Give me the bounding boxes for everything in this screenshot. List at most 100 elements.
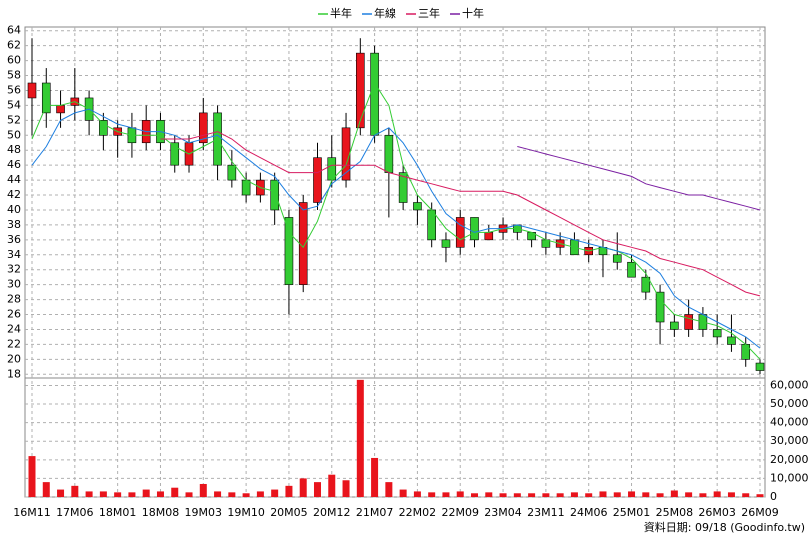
volume-bar: [570, 492, 578, 497]
volume-bar: [528, 493, 536, 497]
x-tick-label: 26M09: [741, 506, 779, 519]
ma-line: [517, 146, 761, 211]
volume-bar: [399, 489, 407, 497]
candle-body: [455, 217, 465, 248]
x-tick-label: 18M08: [142, 506, 180, 519]
y2-tick-label: 60,000: [770, 378, 808, 391]
volume-bar: [142, 489, 150, 497]
y-tick-label: 44: [7, 173, 21, 186]
candle-body: [484, 232, 494, 241]
x-tick-label: 24M06: [570, 506, 608, 519]
volume-bar: [85, 491, 93, 497]
candle-body: [441, 239, 451, 248]
y-tick-label: 32: [7, 263, 21, 276]
x-tick-label: 20M12: [313, 506, 351, 519]
y-tick-label: 18: [7, 367, 21, 380]
y2-tick-label: 0: [770, 490, 777, 503]
volume-bar: [670, 490, 678, 497]
y-tick-label: 26: [7, 308, 21, 321]
candle-body: [356, 52, 365, 129]
volume-bar: [428, 492, 436, 497]
volume-bar: [285, 485, 293, 497]
candle-body: [670, 321, 679, 330]
candle-body: [170, 142, 180, 166]
y2-tick-label: 50,000: [770, 397, 808, 410]
y-tick-label: 38: [7, 218, 21, 231]
candle-body: [755, 362, 765, 371]
y2-tick-label: 40,000: [770, 416, 808, 429]
volume-bar: [699, 493, 707, 497]
volume-bar: [542, 493, 550, 497]
volume-bar: [313, 482, 321, 497]
candle-body: [241, 179, 251, 196]
candle-body: [427, 209, 436, 241]
x-tick-label: 18M01: [99, 506, 137, 519]
volume-bar: [271, 489, 279, 497]
candle-body: [627, 261, 636, 278]
candle-body: [470, 217, 479, 241]
candle-body: [612, 254, 622, 263]
y-tick-label: 50: [7, 128, 21, 141]
volume-bar: [456, 491, 464, 497]
volume-bar: [442, 492, 450, 497]
volume-bar: [485, 492, 493, 497]
volume-bar: [199, 483, 207, 497]
legend-label: 半年: [330, 6, 352, 20]
x-tick-label: 21M07: [356, 506, 394, 519]
candle-body: [684, 314, 693, 330]
candle-body: [56, 105, 65, 114]
volume-bar: [685, 492, 693, 497]
volume-bar: [128, 492, 136, 497]
y-tick-label: 60: [7, 54, 21, 67]
volume-bar: [228, 492, 236, 497]
x-tick-label: 25M08: [656, 506, 694, 519]
y-tick-label: 48: [7, 143, 21, 156]
x-tick-label: 16M11: [13, 506, 51, 519]
candle-body: [641, 276, 651, 293]
candle-body: [413, 202, 422, 211]
volume-bar: [413, 491, 421, 497]
volume-bar: [185, 492, 193, 497]
y-tick-label: 20: [7, 352, 21, 365]
volume-bar: [328, 474, 336, 497]
x-tick-label: 25M01: [613, 506, 651, 519]
source-note: 資料日期: 09/18 (Goodinfo.tw): [644, 520, 805, 534]
legend: 半年 年線 三年 十年: [318, 6, 484, 20]
y-tick-label: 46: [7, 158, 21, 171]
y-tick-label: 56: [7, 83, 21, 96]
candle-body: [398, 172, 408, 203]
volume-bar: [613, 492, 621, 497]
candle-body: [727, 336, 736, 345]
volume-bar: [585, 493, 593, 497]
volume-bar: [556, 493, 564, 497]
candle-body: [370, 52, 379, 136]
y-tick-label: 52: [7, 113, 21, 126]
legend-label: 年線: [374, 6, 396, 20]
volume-bar: [756, 494, 764, 497]
y-tick-label: 54: [7, 98, 21, 111]
candle-body: [712, 329, 722, 338]
candle-body: [41, 82, 51, 114]
volume-bar: [342, 480, 350, 497]
y-tick-label: 64: [7, 24, 21, 37]
volume-bar: [114, 492, 122, 497]
y-tick-label: 40: [7, 203, 21, 216]
x-tick-label: 23M11: [527, 506, 565, 519]
x-tick-label: 19M03: [185, 506, 223, 519]
volume-bar: [628, 491, 636, 497]
volume-bar: [599, 491, 607, 497]
x-tick-label: 22M02: [399, 506, 437, 519]
x-tick-label: 23M04: [484, 506, 522, 519]
candle-body: [99, 120, 108, 136]
volume-bar: [57, 489, 65, 497]
volume-bar: [171, 487, 179, 497]
y2-tick-label: 20,000: [770, 453, 808, 466]
candle-body: [313, 157, 322, 203]
candle-body: [270, 179, 279, 211]
plot-frame: [24, 26, 766, 498]
candle-body: [384, 134, 394, 173]
volume-bar: [214, 491, 222, 497]
volume-bar: [156, 491, 164, 497]
x-tick-label: 20M05: [270, 506, 308, 519]
y-tick-label: 22: [7, 337, 21, 350]
